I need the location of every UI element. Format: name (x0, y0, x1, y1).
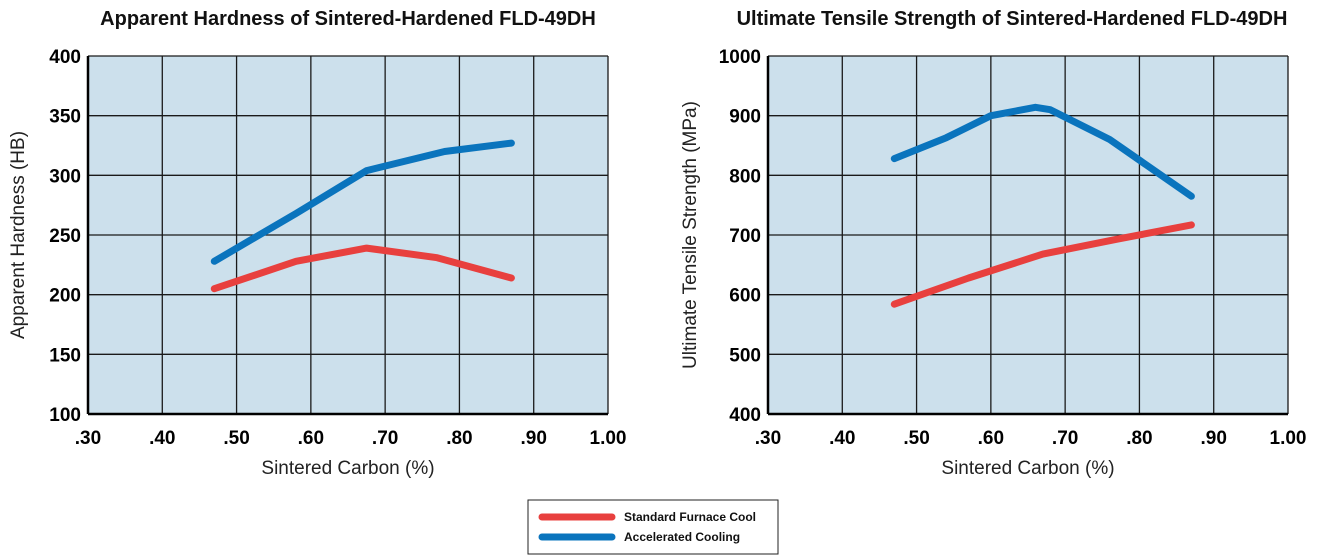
x-tick-label: .60 (978, 428, 1004, 449)
x-tick-label: .50 (903, 428, 929, 449)
legend: Standard Furnace Cool Accelerated Cooling (527, 499, 779, 555)
x-tick-label: .80 (1126, 428, 1152, 449)
y-tick-label: 100 (49, 405, 81, 426)
x-tick-label: .90 (1201, 428, 1227, 449)
series-line-accelerated-cooling (890, 103, 1195, 200)
series-line-standard-furnace-cool (890, 221, 1195, 308)
series-line-standard-furnace-cool (210, 244, 515, 293)
x-tick-label: .60 (298, 428, 324, 449)
legend-item-label: Standard Furnace Cool (624, 510, 756, 524)
x-tick-label: 1.00 (590, 428, 627, 449)
y-tick-label: 300 (49, 166, 81, 187)
y-tick-label: 400 (49, 47, 81, 68)
x-tick-label: .70 (1052, 428, 1078, 449)
y-tick-label: 1000 (719, 47, 761, 68)
legend-box (527, 499, 779, 555)
y-tick-label: 200 (49, 286, 81, 307)
x-tick-label: .40 (149, 428, 175, 449)
x-tick-label: 1.00 (1270, 428, 1307, 449)
tensile-strength-chart: Ultimate Tensile Strength of Sintered-Ha… (680, 8, 1306, 479)
hardness-chart: Apparent Hardness of Sintered-Hardened F… (8, 8, 626, 479)
x-tick-label: .40 (829, 428, 855, 449)
y-tick-label: 700 (729, 226, 761, 247)
chart-title: Apparent Hardness of Sintered-Hardened F… (100, 8, 596, 30)
y-axis-label: Ultimate Tensile Strength (MPa) (680, 101, 701, 369)
y-tick-label: 400 (729, 405, 761, 426)
y-tick-label: 150 (49, 345, 81, 366)
x-axis-label: Sintered Carbon (%) (261, 458, 434, 479)
y-tick-label: 800 (729, 166, 761, 187)
x-tick-label: .30 (755, 428, 781, 449)
x-tick-label: .30 (75, 428, 101, 449)
y-tick-label: 500 (729, 345, 761, 366)
x-tick-label: .50 (223, 428, 249, 449)
y-tick-label: 350 (49, 107, 81, 128)
series-line-accelerated-cooling (210, 139, 515, 265)
x-tick-label: .80 (446, 428, 472, 449)
x-tick-label: .70 (372, 428, 398, 449)
y-tick-label: 600 (729, 286, 761, 307)
y-axis-label: Apparent Hardness (HB) (8, 131, 29, 339)
y-tick-label: 900 (729, 107, 761, 128)
legend-item-label: Accelerated Cooling (624, 530, 740, 544)
chart-title: Ultimate Tensile Strength of Sintered-Ha… (737, 8, 1288, 30)
x-tick-label: .90 (521, 428, 547, 449)
y-tick-label: 250 (49, 226, 81, 247)
x-axis-label: Sintered Carbon (%) (941, 458, 1114, 479)
